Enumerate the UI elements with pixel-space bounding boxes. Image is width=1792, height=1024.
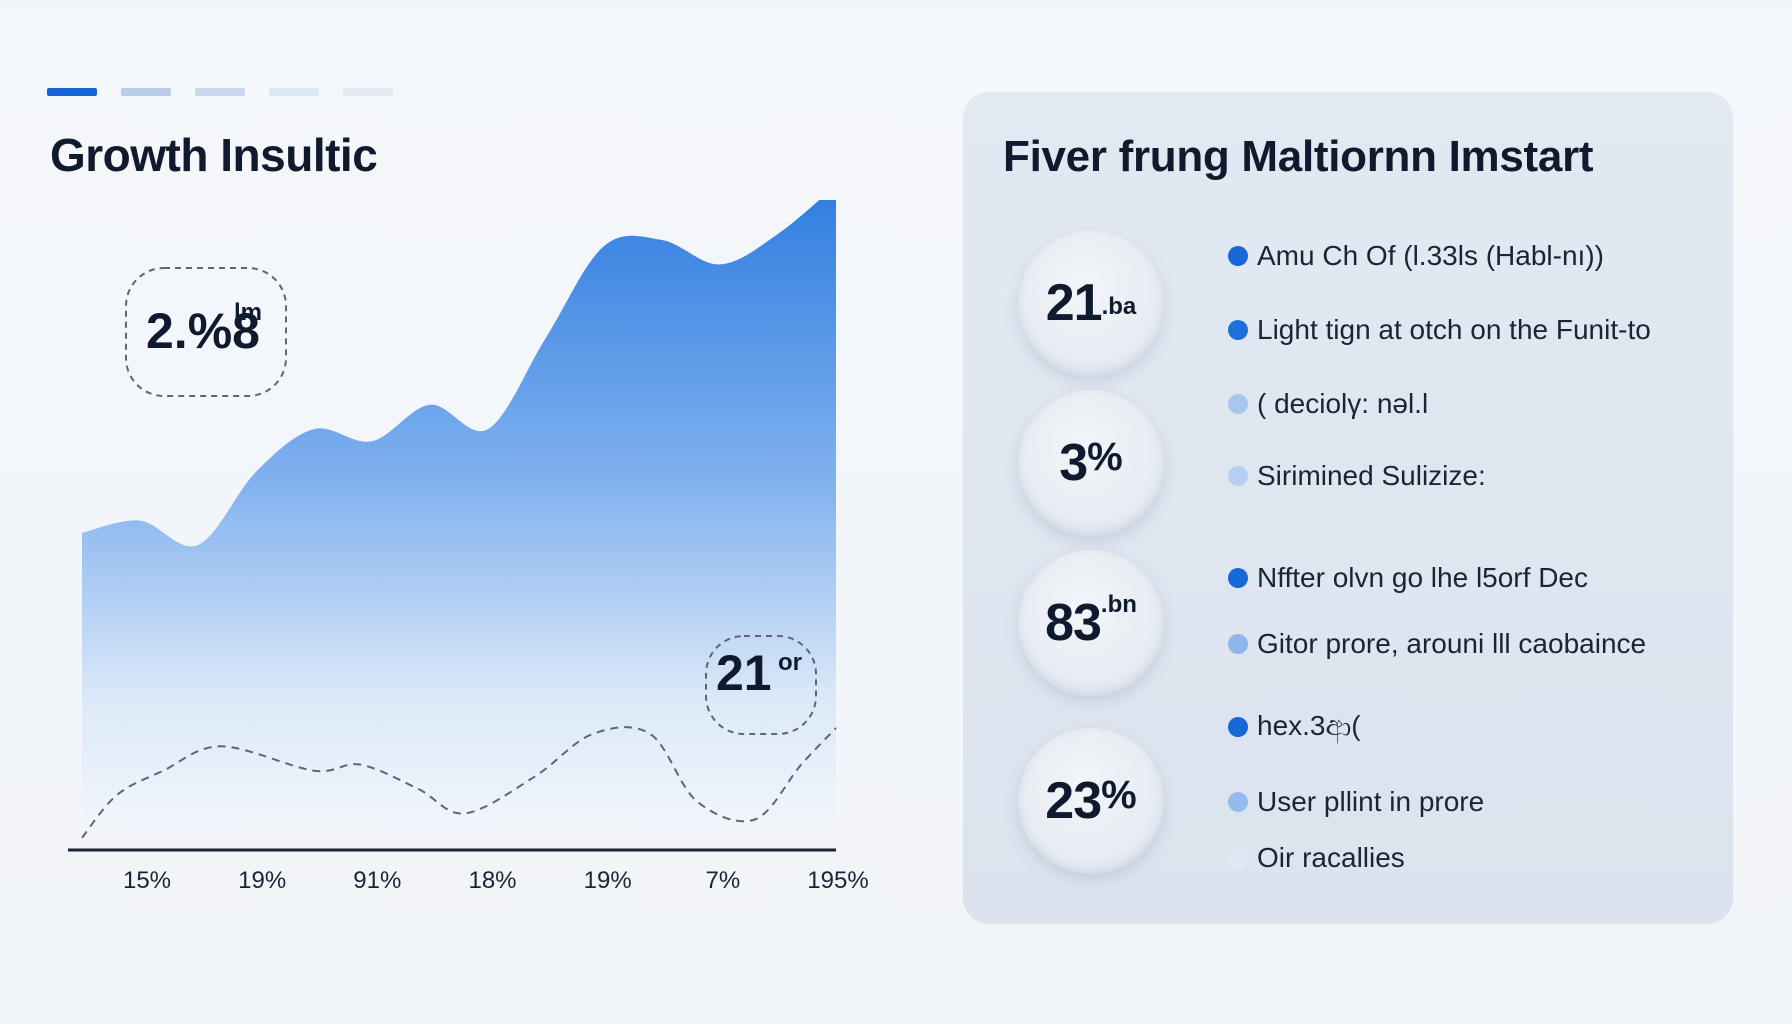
tab-indicator-5[interactable] bbox=[343, 88, 393, 96]
bullet-dot-icon bbox=[1228, 848, 1248, 868]
callout-border bbox=[125, 267, 287, 397]
list-item: Gitor prore, arouni lll caobaince bbox=[1228, 628, 1646, 660]
callout-value: 21 bbox=[716, 645, 772, 701]
list-item: Oir racallies bbox=[1228, 842, 1405, 874]
stat-unit-4: % bbox=[1101, 772, 1137, 817]
bullet-dot-icon bbox=[1228, 634, 1248, 654]
bullet-dot-icon bbox=[1228, 320, 1248, 340]
page-tabs bbox=[47, 88, 393, 96]
area-series bbox=[82, 200, 836, 830]
x-tick-label: 15% bbox=[123, 867, 171, 894]
x-tick-label: 7% bbox=[705, 867, 740, 894]
metrics-panel: Fiver frung Maltiornn Imstart 21 .ba 3% 8… bbox=[963, 92, 1733, 924]
list-item-text: Gitor prore, arouni lll caobaince bbox=[1257, 628, 1647, 659]
stat-value-4: 23 bbox=[1045, 772, 1102, 830]
list-item-text: Light tign at otch on the Funit-to bbox=[1257, 314, 1651, 345]
stat-circle-4: 23% bbox=[1018, 728, 1164, 874]
stat-unit-1: .ba bbox=[1101, 293, 1137, 320]
list-item-text: Nffter olvn go lhe l5orf Dec bbox=[1257, 562, 1588, 593]
list-item: Sirimined Sulizize: bbox=[1228, 460, 1486, 492]
tab-indicator-2[interactable] bbox=[121, 88, 171, 96]
list-item-text: Amu Ch Of (l.33ls (Habl-nı)) bbox=[1257, 240, 1604, 271]
callout-suffix: or bbox=[778, 649, 802, 676]
callout-suffix: lm bbox=[234, 299, 262, 326]
x-tick-label: 19% bbox=[238, 867, 286, 894]
stat-circle-1: 21 .ba bbox=[1018, 230, 1164, 376]
bullet-dot-icon bbox=[1228, 394, 1248, 414]
x-tick-label: 195% bbox=[807, 867, 868, 894]
bullet-dot-icon bbox=[1228, 246, 1248, 266]
x-tick-label: 18% bbox=[468, 867, 516, 894]
tab-indicator-4[interactable] bbox=[269, 88, 319, 96]
list-item: ( deciolγ: nəl.l bbox=[1228, 388, 1428, 420]
bullet-dot-icon bbox=[1228, 792, 1248, 812]
stat-circle-2: 3% bbox=[1018, 390, 1164, 536]
callout-border bbox=[705, 635, 817, 735]
list-item: Light tign at otch on the Funit-to bbox=[1228, 314, 1651, 346]
list-item-text: Sirimined Sulizize: bbox=[1257, 460, 1486, 491]
tab-indicator-1[interactable] bbox=[47, 88, 97, 96]
list-item-text: Oir racallies bbox=[1257, 842, 1405, 873]
callout-badge: 2.%8lm bbox=[125, 267, 287, 397]
x-tick-label: 19% bbox=[584, 867, 632, 894]
list-item-text: User pllint in prore bbox=[1257, 786, 1485, 817]
bullet-dot-icon bbox=[1228, 466, 1248, 486]
list-item: Amu Ch Of (l.33ls (Habl-nı)) bbox=[1228, 240, 1604, 272]
stat-unit-2: % bbox=[1087, 434, 1123, 479]
x-tick-label: 91% bbox=[353, 867, 401, 894]
growth-area-chart: 15% 19% 91% 18% 19% 7% 195% 2.%8lm 21 or bbox=[68, 200, 869, 894]
stat-value-3: 83 bbox=[1045, 594, 1102, 652]
list-item-text: hex.3ආ( bbox=[1257, 710, 1361, 741]
tab-indicator-3[interactable] bbox=[195, 88, 245, 96]
list-item-text: ( deciolγ: nəl.l bbox=[1257, 388, 1429, 419]
stat-value-2: 3 bbox=[1059, 434, 1088, 492]
callout-value: 2.%8 bbox=[146, 303, 260, 359]
bullet-dot-icon bbox=[1228, 568, 1248, 588]
stat-unit-3: .bn bbox=[1100, 591, 1137, 618]
list-item: Nffter olvn go lhe l5orf Dec bbox=[1228, 562, 1588, 594]
stat-value-1: 21 bbox=[1045, 274, 1103, 332]
bullet-dot-icon bbox=[1228, 716, 1248, 737]
chart-title: Growth Insultic bbox=[50, 129, 378, 181]
callout-badge: 21 or bbox=[705, 635, 817, 735]
stat-circle-3: 83 .bn bbox=[1018, 550, 1164, 696]
list-item: User pllint in prore bbox=[1228, 786, 1484, 818]
panel-title: Fiver frung Maltiornn Imstart bbox=[1003, 132, 1594, 181]
list-item: hex.3ආ( bbox=[1228, 710, 1361, 743]
dashed-line-series bbox=[81, 726, 837, 839]
